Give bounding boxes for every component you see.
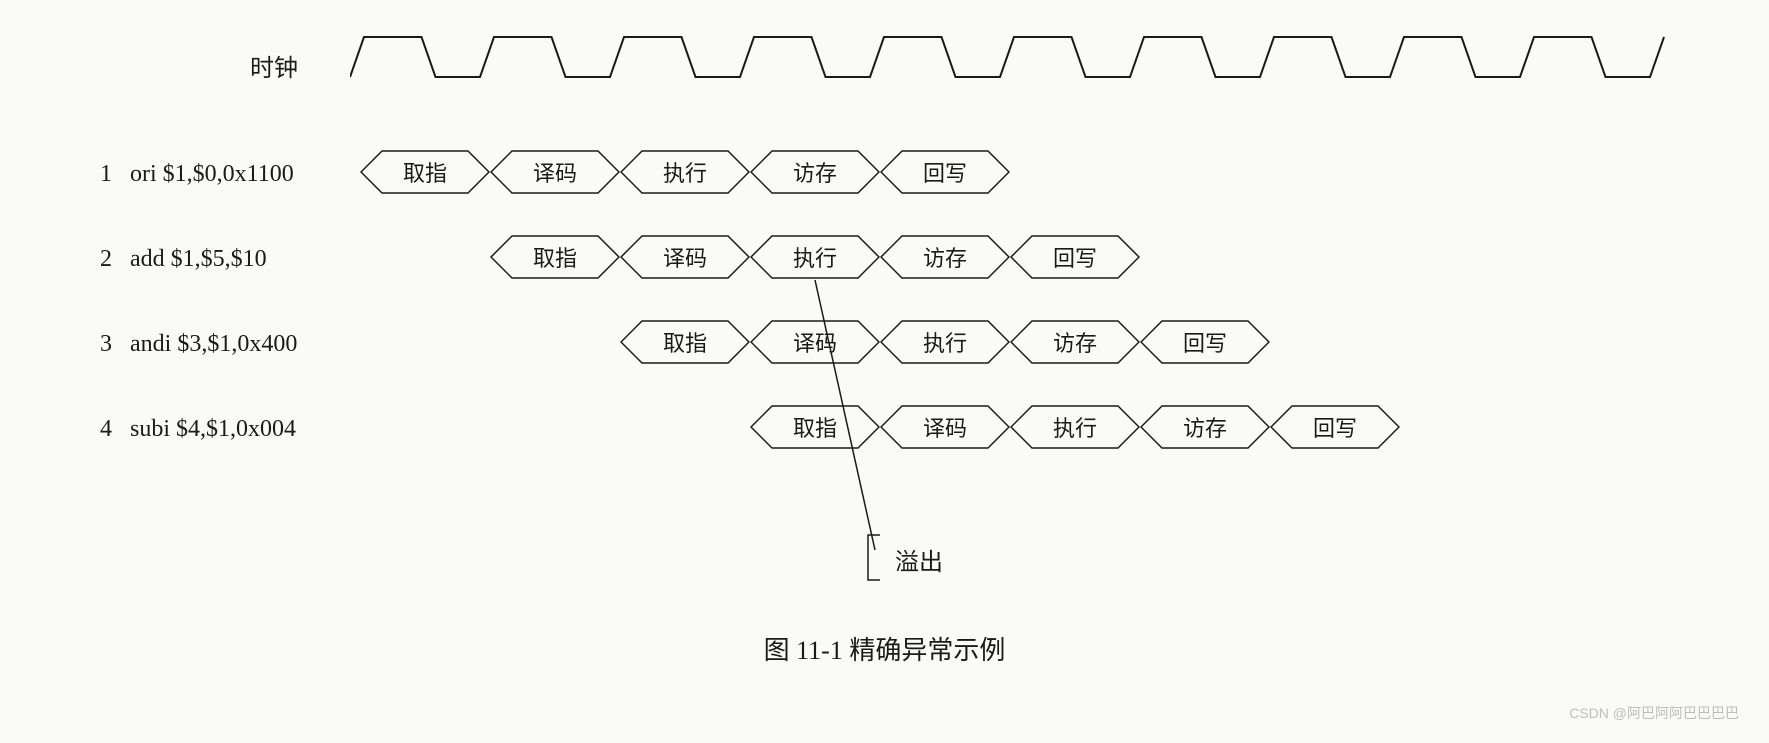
stage-hex: 访存 [750, 150, 880, 194]
stage-label: 执行 [793, 241, 837, 273]
stage-hex: 取指 [490, 235, 620, 279]
stage-hex: 取指 [360, 150, 490, 194]
stage-hex: 译码 [620, 235, 750, 279]
stage-hex: 执行 [750, 235, 880, 279]
stage-label: 执行 [1053, 411, 1097, 443]
watermark-text: CSDN @阿巴阿阿巴巴巴巴 [1569, 703, 1739, 723]
stage-hex: 取指 [620, 320, 750, 364]
stage-label: 译码 [793, 326, 837, 358]
stage-label: 执行 [663, 156, 707, 188]
figure-caption: 图 11-1 精确异常示例 [20, 630, 1749, 667]
pipeline-diagram: 时钟1ori $1,$0,0x1100取指译码执行访存回写2add $1,$5,… [20, 20, 1749, 723]
stage-label: 回写 [1183, 326, 1227, 358]
clock-label: 时钟 [250, 48, 298, 83]
stage-label: 译码 [533, 156, 577, 188]
stage-label: 取指 [533, 241, 577, 273]
stage-hex: 回写 [1140, 320, 1270, 364]
stage-label: 译码 [663, 241, 707, 273]
stage-label: 回写 [1053, 241, 1097, 273]
stage-hex: 执行 [1010, 405, 1140, 449]
stage-hex: 访存 [1010, 320, 1140, 364]
stage-label: 访存 [1053, 326, 1097, 358]
stage-hex: 回写 [1010, 235, 1140, 279]
stage-hex: 回写 [1270, 405, 1400, 449]
instruction-text: andi $3,$1,0x400 [130, 331, 380, 358]
stage-hex: 译码 [880, 405, 1010, 449]
row-number: 4 [100, 416, 130, 443]
stage-label: 取指 [793, 411, 837, 443]
pipeline-stages: 取指 译码 执行 访存 回写 [490, 233, 1140, 281]
stage-label: 访存 [1183, 411, 1227, 443]
pipeline-stages: 取指 译码 执行 访存 回写 [620, 318, 1270, 366]
stage-hex: 执行 [880, 320, 1010, 364]
stage-hex: 访存 [880, 235, 1010, 279]
stage-hex: 回写 [880, 150, 1010, 194]
stage-label: 访存 [923, 241, 967, 273]
clock-waveform [350, 35, 1690, 81]
stage-label: 执行 [923, 326, 967, 358]
stage-label: 译码 [923, 411, 967, 443]
stage-label: 取指 [663, 326, 707, 358]
stage-label: 回写 [923, 156, 967, 188]
instruction-row: 4subi $4,$1,0x004 [100, 405, 380, 453]
instruction-row: 2add $1,$5,$10 [100, 235, 380, 283]
instruction-row: 1ori $1,$0,0x1100 [100, 150, 380, 198]
stage-label: 访存 [793, 156, 837, 188]
instruction-row: 3andi $3,$1,0x400 [100, 320, 380, 368]
row-number: 3 [100, 331, 130, 358]
instruction-text: add $1,$5,$10 [130, 246, 380, 273]
stage-label: 取指 [403, 156, 447, 188]
pipeline-stages: 取指 译码 执行 访存 回写 [360, 148, 1010, 196]
instruction-text: subi $4,$1,0x004 [130, 416, 380, 443]
stage-hex: 访存 [1140, 405, 1270, 449]
stage-hex: 译码 [490, 150, 620, 194]
overflow-label: 溢出 [895, 542, 943, 577]
row-number: 2 [100, 246, 130, 273]
stage-label: 回写 [1313, 411, 1357, 443]
instruction-text: ori $1,$0,0x1100 [130, 161, 380, 188]
row-number: 1 [100, 161, 130, 188]
stage-hex: 执行 [620, 150, 750, 194]
